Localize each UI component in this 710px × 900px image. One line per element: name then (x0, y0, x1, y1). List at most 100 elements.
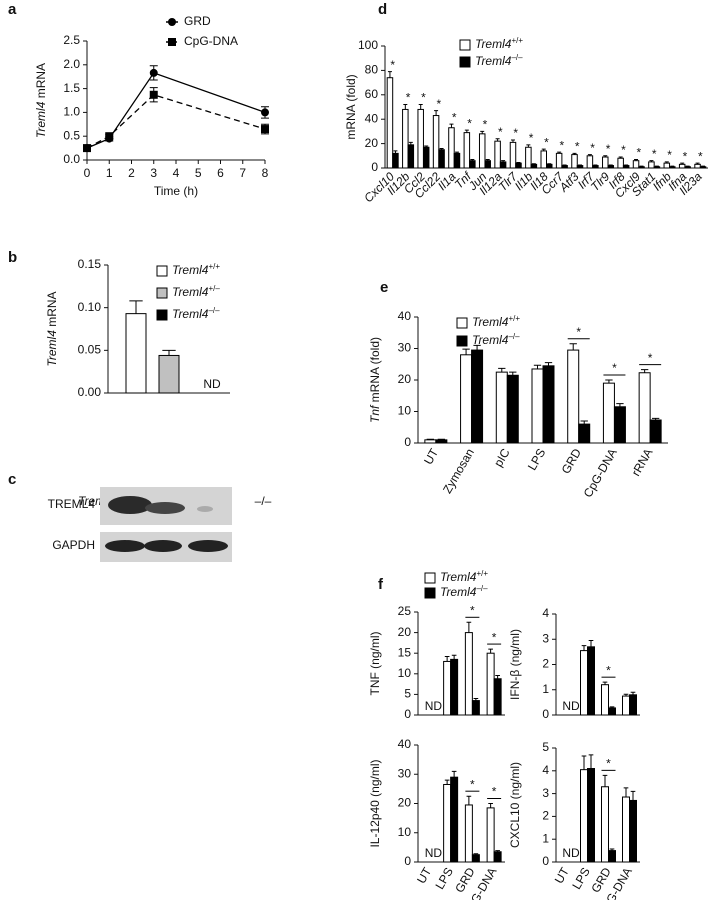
significance-label: * (698, 149, 703, 163)
x-tick-label: 5 (195, 166, 202, 180)
bar (632, 160, 640, 169)
significance-label: * (560, 138, 565, 152)
bar (602, 382, 615, 444)
legend-swatch (459, 39, 471, 51)
bar (649, 419, 662, 444)
error-bar (466, 621, 472, 633)
error-bar (587, 154, 592, 156)
y-tick-label: 0.15 (78, 257, 102, 271)
error-bar (670, 165, 675, 167)
error-bar (664, 161, 669, 164)
significance-label: * (652, 147, 657, 161)
error-bar (424, 145, 429, 148)
lane-label: –/– (255, 494, 272, 508)
significance-label: * (648, 351, 653, 365)
error-bar (544, 362, 553, 366)
marker (83, 144, 91, 153)
bar (499, 161, 507, 169)
x-tick-label: pIC (491, 446, 513, 469)
bar (653, 166, 661, 169)
y-tick-label: 15 (398, 645, 412, 659)
bar (525, 146, 532, 169)
x-tick-label: 3 (150, 166, 157, 180)
bar (669, 166, 676, 169)
error-bar (651, 417, 660, 421)
value-label: ND (203, 377, 221, 391)
y-tick-label: 3 (542, 631, 549, 645)
bar (484, 160, 491, 169)
blot-band (108, 496, 152, 514)
legend-label: Treml4+/+ (472, 314, 520, 330)
bar (158, 354, 180, 394)
y-tick-label: 0.05 (78, 343, 102, 357)
y-tick-label: 20 (398, 796, 412, 810)
bar (486, 652, 495, 716)
significance-label: * (606, 663, 611, 677)
x-tick-label: rRNA (629, 446, 656, 478)
error-bar (623, 693, 629, 697)
error-bar (602, 774, 608, 787)
legend-swatch (456, 317, 468, 329)
panel-letter: c (8, 471, 16, 488)
x-tick-label: 4 (173, 166, 180, 180)
significance-label: * (529, 131, 534, 145)
y-axis-label: IFN-β (ng/ml) (508, 629, 522, 700)
blot-band (105, 540, 145, 552)
bar (694, 163, 701, 169)
significance-label: * (575, 140, 580, 154)
blot-row-label: TREML4 (48, 497, 96, 511)
legend-label: Treml4+/– (172, 284, 220, 300)
error-bar (581, 755, 587, 770)
value-label: ND (425, 846, 443, 860)
y-tick-label: 3 (542, 786, 549, 800)
error-bar (129, 300, 143, 314)
bar (699, 166, 707, 169)
bar (509, 141, 517, 169)
significance-label: * (467, 116, 472, 130)
y-tick-label: 0 (542, 854, 549, 868)
x-tick-label: 2 (128, 166, 135, 180)
error-bar (454, 151, 459, 154)
significance-label: * (636, 146, 641, 160)
bar (464, 804, 473, 863)
significance-label: * (683, 149, 688, 163)
value-label: ND (562, 846, 580, 860)
bar (506, 374, 519, 444)
y-tick-label: 2 (542, 809, 549, 823)
y-tick-label: 0 (371, 160, 378, 174)
bar (622, 796, 630, 863)
x-tick-label: GRD (559, 446, 585, 476)
legend-label: CpG-DNA (184, 34, 238, 48)
bar (555, 152, 563, 169)
bar (530, 163, 538, 169)
error-bar (488, 648, 493, 654)
bar (607, 165, 615, 169)
y-tick-label: 4 (542, 606, 549, 620)
marker (168, 18, 176, 26)
x-tick-label: UT (421, 446, 441, 467)
bar (424, 439, 437, 444)
panel-letter: e (380, 279, 388, 296)
bar (407, 144, 415, 169)
error-bar (509, 371, 517, 376)
y-tick-label: 0.10 (78, 300, 102, 314)
legend-label: Treml4–/– (472, 332, 520, 348)
bar (417, 108, 424, 169)
error-bar (516, 162, 521, 164)
bar (587, 768, 595, 863)
panel-letter: a (8, 1, 17, 18)
x-tick-label: 8 (262, 166, 269, 180)
bar (567, 349, 580, 444)
error-bar (541, 148, 546, 151)
significance-label: * (606, 142, 611, 156)
error-bar (464, 129, 469, 133)
error-bar (654, 165, 659, 167)
bar (608, 707, 616, 716)
y-tick-label: 10 (398, 666, 412, 680)
y-axis-label: mRNA (fold) (344, 74, 358, 139)
y-tick-label: 40 (398, 737, 412, 751)
y-tick-label: 2 (542, 657, 549, 671)
bar (561, 165, 568, 169)
error-bar (634, 158, 639, 161)
